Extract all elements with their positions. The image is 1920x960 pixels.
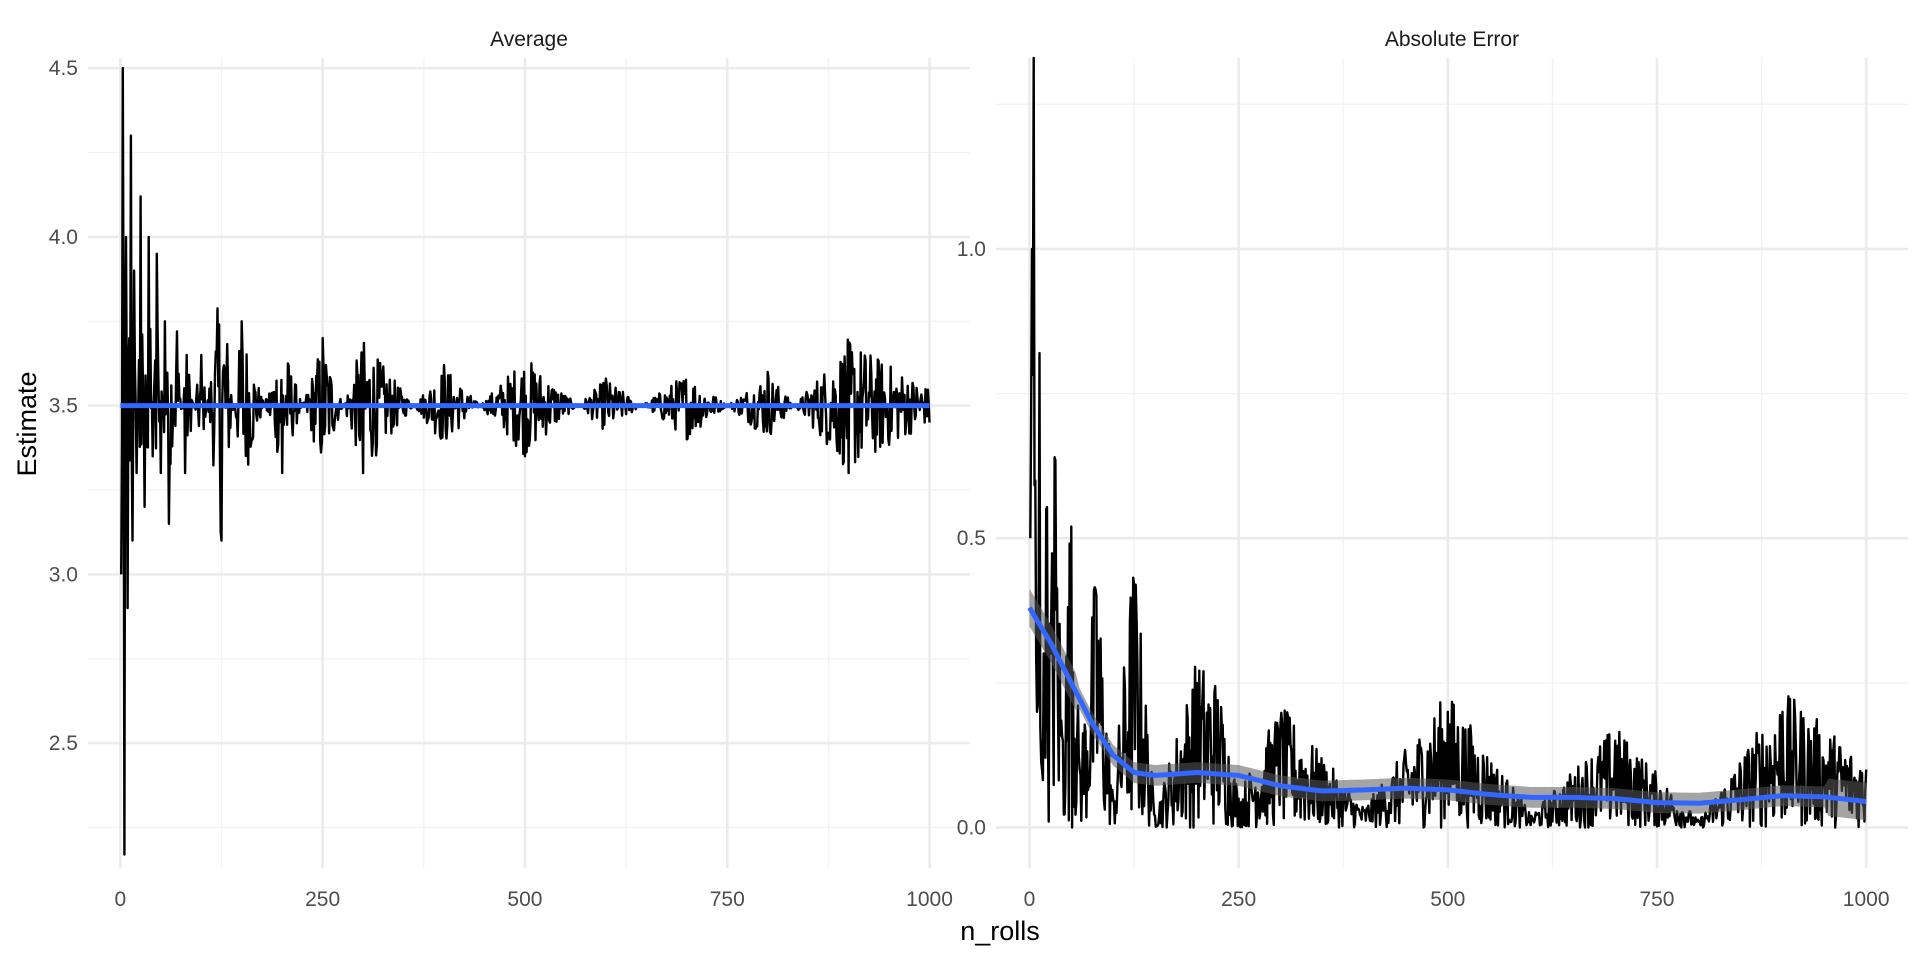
y-tick-label: 0.0	[957, 817, 986, 840]
smooth-trend-line	[1027, 606, 1867, 806]
y-tick-label: 3.0	[49, 563, 78, 586]
x-tick-label: 750	[710, 888, 745, 911]
y-tick-label: 4.0	[49, 226, 78, 249]
x-tick-label: 1000	[906, 888, 953, 911]
x-tick-label: 1000	[1843, 888, 1890, 911]
y-axis-title: Estimate	[12, 371, 42, 476]
x-tick-label: 0	[115, 888, 127, 911]
facet-title: Absolute Error	[1385, 28, 1519, 51]
panel-absolute-error: Absolute Error 0 250 500 750 1000 0.0 0.5 1.0	[957, 28, 1908, 911]
y-tick-label: 2.5	[49, 732, 78, 755]
x-tick-label: 250	[305, 888, 340, 911]
facet-title: Average	[490, 28, 568, 51]
panel-average: Average 0 250 500 750 1000 2.5 3.0 3.5 4.0 4.5	[49, 28, 970, 911]
y-tick-label: 4.5	[49, 57, 78, 80]
y-tick-label: 3.5	[49, 395, 78, 418]
x-tick-label: 250	[1221, 888, 1256, 911]
x-tick-label: 500	[507, 888, 542, 911]
x-tick-label: 0	[1024, 888, 1036, 911]
y-tick-label: 1.0	[957, 238, 986, 261]
x-axis-title: n_rolls	[960, 916, 1040, 946]
y-tick-label: 0.5	[957, 527, 986, 550]
x-tick-label: 750	[1639, 888, 1674, 911]
x-tick-label: 500	[1430, 888, 1465, 911]
